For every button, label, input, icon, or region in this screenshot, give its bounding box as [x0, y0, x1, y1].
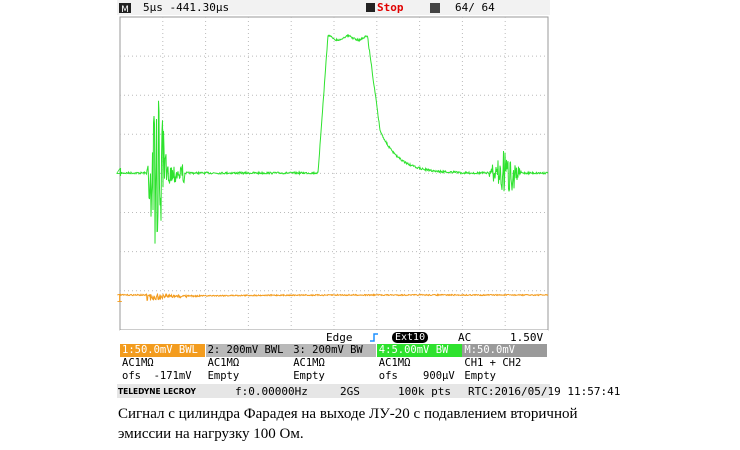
- channel-offset: Empty: [464, 370, 496, 382]
- channel-coupling: AC1MΩ: [378, 357, 411, 369]
- ch4-trace: [119, 33, 549, 244]
- points: 100k pts: [398, 385, 451, 398]
- menu-icon: [119, 3, 131, 13]
- menu-icon-letter: M: [121, 5, 129, 15]
- acquisitions: 64/ 64: [455, 1, 495, 14]
- channel-header: 2: 200mV BWL: [205, 344, 291, 357]
- run-state: Stop: [377, 1, 404, 14]
- channel-header: 3: 200mV BW: [291, 344, 377, 357]
- trigger-source: Ext10: [395, 332, 426, 343]
- channel-offset: ofs 900µV: [378, 370, 455, 382]
- clock: RTC:2016/05/19 11:57:41: [468, 385, 621, 398]
- brand: TELEDYNE LECROY: [118, 387, 196, 396]
- ch4-marker: 4: [116, 166, 123, 179]
- channel-offset: ofs -171mV: [122, 370, 192, 382]
- trigger-level: 1.50V: [510, 331, 544, 344]
- channel-offset: Empty: [207, 370, 240, 382]
- channel-coupling: CH1 + CH2: [464, 357, 522, 369]
- ch1-trace: [119, 292, 549, 301]
- channel-header: 4:5.00mV BW: [376, 344, 462, 357]
- trigger-coupling: AC: [458, 331, 472, 344]
- channel-offset: Empty: [293, 370, 325, 382]
- status-bar: [117, 0, 550, 15]
- sample-rate: 2GS: [340, 385, 360, 398]
- channel-header: M:50.0mV: [462, 344, 548, 357]
- stop-icon: [366, 3, 375, 12]
- trigger-mode: Edge: [326, 331, 353, 344]
- trigger-row: [120, 330, 548, 344]
- ch1-marker: 1: [116, 292, 123, 305]
- frequency: f:0.00000Hz: [235, 385, 308, 398]
- edge-icon: [370, 333, 378, 342]
- footer-bar: [117, 384, 550, 398]
- caption-line: эмиссии на нагрузку 100 Ом.: [118, 426, 304, 442]
- timebase: 5µs -441.30µs: [143, 1, 230, 14]
- source-pill: [392, 332, 428, 343]
- channel-header: 1:50.0mV BWL: [120, 344, 205, 357]
- acq-icon: [430, 3, 440, 13]
- caption-line: Сигнал с цилиндра Фарадея на выходе ЛУ-2…: [118, 406, 578, 422]
- scope-screen: M: [117, 0, 550, 400]
- channel-coupling: AC1MΩ: [293, 357, 325, 369]
- channel-coupling: AC1MΩ: [122, 357, 154, 369]
- channel-coupling: AC1MΩ: [207, 357, 240, 369]
